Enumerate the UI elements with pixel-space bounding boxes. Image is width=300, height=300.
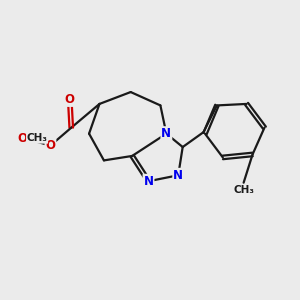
Text: N: N [143, 175, 154, 188]
Text: O: O [17, 132, 27, 145]
Text: O: O [65, 93, 75, 106]
Text: N: N [161, 127, 171, 140]
Text: CH₃: CH₃ [27, 133, 48, 143]
Text: CH₃: CH₃ [233, 185, 254, 195]
Text: N: N [173, 169, 183, 182]
Text: O: O [45, 139, 56, 152]
